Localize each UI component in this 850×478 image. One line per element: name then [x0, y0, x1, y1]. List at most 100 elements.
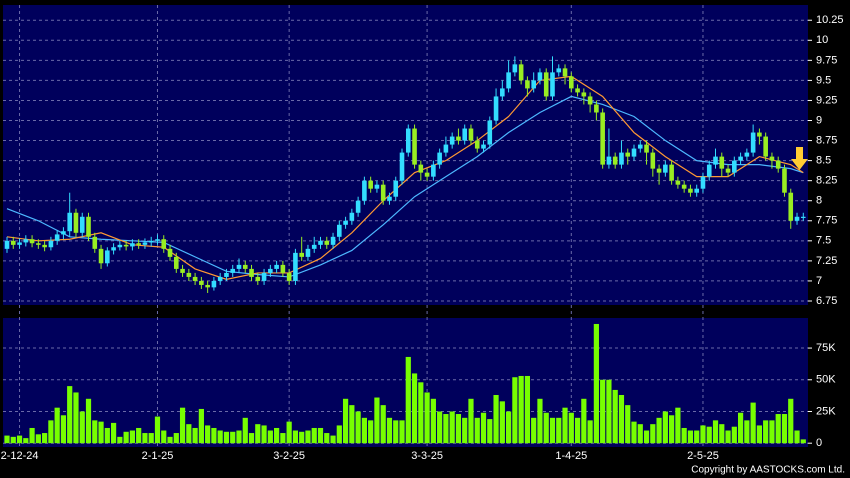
- candle-body: [211, 280, 217, 288]
- volume-bar: [631, 421, 637, 444]
- arrow-icon: [791, 147, 808, 170]
- candle-body: [29, 239, 35, 244]
- volume-bar: [399, 420, 405, 444]
- candle-body: [543, 72, 549, 97]
- volume-bar: [574, 417, 581, 444]
- candle-body: [230, 268, 236, 273]
- volume-bar: [543, 412, 549, 444]
- volume-bar: [192, 427, 198, 444]
- y-tick-label: 8.25: [816, 175, 837, 187]
- candle-body: [242, 264, 248, 269]
- volume-bar: [4, 435, 10, 444]
- volume-bar: [136, 427, 142, 444]
- candle-body: [111, 247, 116, 251]
- volume-bar: [637, 424, 643, 444]
- candle-body: [493, 96, 499, 121]
- candle-body: [606, 156, 612, 165]
- volume-bar: [154, 416, 161, 444]
- candle-body: [92, 236, 98, 249]
- candle-body: [437, 152, 442, 165]
- volume-bar: [800, 439, 806, 444]
- volume-bar: [449, 411, 455, 444]
- volume-bar: [236, 430, 242, 444]
- volume-bar: [537, 398, 543, 444]
- x-tick-label: 3-2-25: [273, 450, 305, 462]
- candle-body: [10, 240, 16, 245]
- candle-body: [612, 156, 618, 165]
- candle-body: [443, 144, 449, 153]
- candle-body: [481, 144, 486, 149]
- candle-body: [217, 276, 223, 281]
- volume-bar: [512, 377, 518, 444]
- candle-body: [324, 240, 330, 245]
- volume-bar: [618, 394, 625, 444]
- volume-bar: [368, 420, 374, 444]
- volume-bar: [248, 433, 255, 444]
- candle-body: [462, 128, 468, 141]
- candle-body: [186, 272, 192, 277]
- volume-bar: [380, 405, 386, 444]
- volume-bar: [299, 431, 305, 444]
- volume-bar: [462, 417, 468, 444]
- volume-bar: [524, 375, 531, 444]
- candle-body: [424, 172, 430, 177]
- volume-bar: [600, 379, 606, 444]
- volume-bar: [223, 431, 230, 444]
- candle-body: [293, 252, 298, 281]
- volume-bar: [775, 414, 781, 444]
- y-tick-label: 9.75: [816, 54, 837, 66]
- volume-bar: [85, 398, 92, 444]
- volume-bar: [606, 379, 612, 444]
- volume-bar: [29, 427, 35, 444]
- candle-body: [61, 231, 66, 235]
- candle-body: [474, 140, 480, 149]
- y-tick-label: 7.75: [816, 215, 837, 227]
- volume-bar: [694, 430, 700, 444]
- volume-bar: [669, 415, 675, 444]
- candle-body: [550, 72, 555, 97]
- candle-body: [98, 248, 104, 264]
- volume-bar: [662, 411, 668, 444]
- volume-bar: [393, 420, 399, 444]
- plot-layer: 6.75 7 7.25 7.5 7.75 8 8.25 8.5 8.75 9 9.25 9.5 9.75…: [1, 5, 844, 462]
- volume-bar: [781, 414, 788, 444]
- candle-body: [732, 160, 737, 173]
- volume-bar: [411, 373, 418, 444]
- volume-bar: [104, 427, 110, 444]
- candle-body: [123, 244, 129, 247]
- candle-body: [706, 164, 712, 177]
- candle-body: [644, 144, 649, 153]
- candle-body: [255, 276, 261, 281]
- volume-bar: [744, 420, 750, 444]
- volume-bar: [230, 431, 236, 444]
- y-tick-label: 6.75: [816, 295, 837, 307]
- volume-bar: [656, 417, 662, 444]
- volume-bar: [286, 421, 292, 444]
- candle-body: [192, 276, 198, 281]
- volume-bar: [731, 426, 737, 444]
- price-panel: [3, 5, 808, 305]
- volume-bar: [242, 417, 248, 444]
- volume-bar: [625, 405, 631, 444]
- candle-body: [757, 132, 762, 137]
- volume-bar: [148, 433, 154, 444]
- candle-body: [625, 152, 631, 157]
- volume-bar: [756, 425, 762, 444]
- volume-bar: [794, 430, 800, 444]
- volume-bar: [587, 420, 593, 444]
- candle-body: [42, 244, 47, 248]
- volume-bar: [16, 435, 23, 444]
- candle-body: [506, 72, 511, 89]
- candle-body: [355, 200, 361, 213]
- candle-body: [136, 243, 141, 245]
- volume-bar: [687, 430, 694, 444]
- candle-body: [4, 240, 10, 249]
- volume-bar: [531, 417, 537, 444]
- candle-body: [380, 184, 386, 201]
- volume-bar: [549, 417, 556, 444]
- candle-body: [130, 243, 135, 247]
- volume-bar: [443, 414, 449, 444]
- candle-body: [167, 248, 173, 257]
- volume-bar: [650, 424, 656, 444]
